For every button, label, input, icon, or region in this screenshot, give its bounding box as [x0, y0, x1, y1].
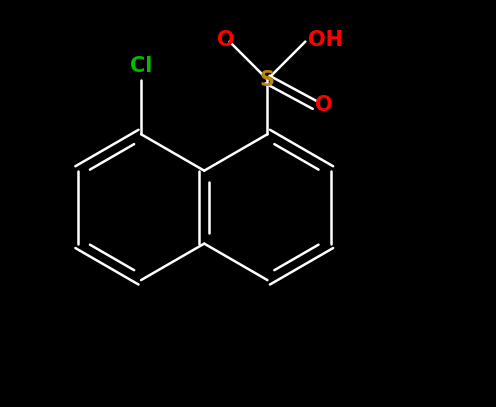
Text: OH: OH [308, 30, 343, 50]
Text: Cl: Cl [130, 57, 152, 77]
Text: O: O [217, 30, 235, 50]
Text: O: O [315, 95, 332, 115]
Text: S: S [260, 70, 275, 90]
